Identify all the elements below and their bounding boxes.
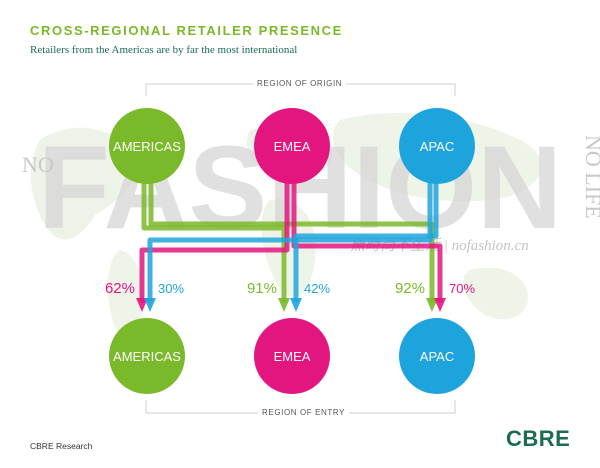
share-apac-a: 92% — [395, 280, 425, 297]
arrow-pink-americas — [136, 298, 148, 312]
origin-label-americas: AMERICAS — [113, 139, 181, 154]
arrow-pink-apac — [434, 298, 446, 312]
entry-circles: AMERICAS EMEA APAC — [109, 318, 475, 394]
share-emea-a: 91% — [247, 280, 277, 297]
origin-label-emea: EMEA — [274, 139, 311, 154]
entry-label-americas: AMERICAS — [113, 349, 181, 364]
arrow-blue-americas — [144, 298, 156, 312]
entry-circle-americas — [109, 318, 185, 394]
entry-circle-apac — [399, 318, 475, 394]
cbre-logo: CBRE — [506, 426, 571, 451]
watermark-no-life: NO LIFE — [581, 135, 600, 219]
flow-apac-to-emea — [293, 167, 439, 303]
arrow-green-apac — [426, 298, 438, 312]
watermark-no: NO — [22, 152, 54, 177]
share-americas-b: 30% — [158, 281, 184, 296]
origin-circle-americas — [109, 108, 185, 184]
entry-label-apac: APAC — [420, 349, 454, 364]
flow-apac-to-americas — [147, 167, 433, 303]
flow-emea-to-apac — [291, 167, 443, 303]
share-apac-b: 70% — [449, 281, 475, 296]
flow-emea-to-americas — [139, 167, 290, 303]
region-of-origin-label: REGION OF ORIGIN — [253, 79, 347, 88]
origin-circle-apac — [399, 108, 475, 184]
page-title: CROSS-REGIONAL RETAILER PRESENCE — [30, 23, 343, 38]
arrow-blue-emea — [290, 298, 302, 312]
origin-circle-emea — [254, 108, 330, 184]
entry-label-emea: EMEA — [274, 349, 311, 364]
origin-label-apac: APAC — [420, 139, 454, 154]
share-labels: 62% 30% 91% 42% 92% 70% — [105, 280, 475, 297]
flow-americas-to-emea — [141, 167, 287, 303]
page-subtitle: Retailers from the Americas are by far t… — [30, 44, 298, 56]
share-americas-a: 62% — [105, 280, 135, 297]
source-credit: CBRE Research — [30, 441, 93, 451]
region-of-entry-label: REGION OF ENTRY — [258, 408, 350, 417]
arrow-green-emea — [278, 298, 290, 312]
flow-lines — [139, 167, 443, 303]
origin-circles: AMERICAS EMEA APAC — [109, 108, 475, 184]
share-emea-b: 42% — [304, 281, 330, 296]
entry-circle-emea — [254, 318, 330, 394]
arrowheads — [136, 298, 446, 312]
